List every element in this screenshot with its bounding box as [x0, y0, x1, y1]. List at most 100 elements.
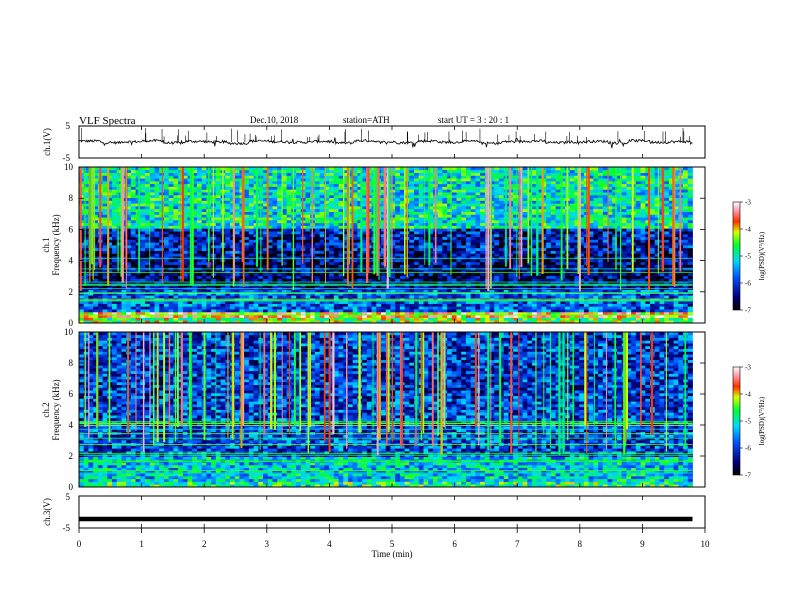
spectrogram-cell — [93, 242, 99, 246]
spectrogram-cell — [263, 169, 269, 173]
spectrogram-cell — [329, 217, 335, 221]
spectrogram-cell — [107, 178, 113, 182]
spectrogram-cell — [480, 247, 486, 251]
spectrogram-cell — [456, 183, 462, 187]
spectrogram-cell — [178, 295, 184, 299]
spectrogram-cell — [347, 314, 354, 318]
spectrogram-cell — [149, 180, 155, 185]
spectrogram-cell — [352, 292, 358, 296]
spectrogram-cell — [163, 172, 170, 176]
spectrogram-cell — [281, 175, 288, 179]
spectrogram-cell — [112, 214, 118, 218]
spectrogram-cell — [206, 272, 212, 277]
spectrogram-cell — [281, 275, 288, 279]
spectrogram-cell — [324, 272, 330, 277]
spectrogram-cell — [300, 172, 306, 176]
spectrogram-cell — [154, 256, 160, 260]
spectrogram-cell — [451, 197, 457, 201]
spectrogram-cell — [300, 233, 306, 238]
spectrogram-cell — [475, 303, 481, 307]
spectrogram-cell — [470, 303, 476, 307]
spectrogram-cell — [215, 317, 221, 321]
spectrogram-cell — [263, 256, 269, 260]
spectrogram-cell — [418, 192, 424, 196]
spectrogram-cell — [135, 239, 141, 243]
spectrogram-cell — [305, 270, 311, 274]
spectrogram-cell — [83, 217, 89, 221]
spectrogram-cell — [475, 186, 481, 190]
spectrogram-cell — [366, 211, 372, 215]
spectrogram-cell — [135, 194, 141, 199]
spectrogram-cell — [333, 317, 339, 321]
spectrogram-cell — [154, 247, 160, 251]
spectrogram-cell — [234, 211, 240, 215]
spectrogram-cell — [409, 172, 415, 176]
spectrogram-cell — [442, 270, 448, 274]
spectrogram-cell — [225, 275, 231, 279]
spectrogram-cell — [338, 189, 344, 193]
spectrogram-cell — [418, 203, 424, 207]
spectrogram-cell — [258, 311, 264, 316]
spectrogram-cell — [201, 208, 207, 212]
spectrogram-cell — [140, 175, 146, 179]
spectrogram-cell — [418, 261, 424, 265]
spectrogram-cell — [168, 320, 174, 323]
spectrogram-cell — [300, 203, 306, 207]
spectrogram-cell — [338, 228, 344, 232]
spectrogram-cell — [263, 214, 269, 218]
spectrogram-cell — [456, 253, 462, 257]
spectrogram-cell — [475, 233, 481, 238]
spectrogram-cell — [480, 236, 486, 240]
spectrogram-cell — [366, 281, 372, 285]
spectrogram-cell — [121, 300, 127, 304]
spectrogram-cell — [296, 309, 302, 313]
spectrogram-cell — [163, 239, 170, 243]
spectrogram-cell — [324, 317, 330, 321]
spectrogram-cell — [130, 250, 137, 254]
spectrogram-cell — [300, 194, 306, 199]
spectrogram-cell — [225, 194, 231, 199]
spectrogram-cell — [329, 264, 335, 268]
spectrogram-cell — [112, 311, 118, 316]
spectrogram-cell — [225, 219, 231, 224]
spectrogram-cell — [163, 219, 170, 224]
spectrogram-cell — [461, 281, 467, 285]
spectrogram-cell — [149, 194, 155, 199]
spectrogram-cell — [145, 245, 151, 249]
spectrogram-cell — [338, 217, 344, 221]
spectrogram-cell — [281, 211, 288, 215]
spectrogram-cell — [201, 217, 207, 221]
spectrogram-cell — [296, 314, 302, 318]
spectrogram-cell — [258, 317, 264, 321]
ch1-ytick-bottom: -5 — [63, 153, 71, 163]
spectrogram-cell — [300, 320, 306, 323]
spectrogram-cell — [182, 228, 188, 232]
spectrogram-cell — [196, 186, 203, 190]
spectrogram-cell — [385, 292, 391, 296]
spectrogram-cell — [83, 222, 89, 226]
spectrogram-cell — [182, 300, 188, 304]
spectrogram-cell — [281, 222, 288, 226]
spectrogram-cell — [343, 194, 349, 199]
spectrogram-cell — [263, 197, 269, 201]
spectrogram-cell — [338, 192, 344, 196]
spectrogram-cell — [296, 175, 302, 179]
spectrogram-cell — [399, 231, 406, 235]
spectrogram-cell — [475, 225, 481, 229]
spectrogram-cell — [390, 253, 396, 257]
spectrogram-cell — [244, 264, 250, 268]
spectrogram-cell — [461, 247, 467, 251]
spectrogram-cell — [272, 278, 278, 282]
spectrogram-cell — [192, 236, 198, 240]
spectrogram-cell — [343, 245, 349, 249]
spectrogram-cell — [159, 281, 165, 285]
spectrogram-cell — [385, 320, 391, 323]
spectrogram-cell — [248, 281, 255, 285]
spectrogram-cell — [418, 300, 424, 304]
spectrogram-cell — [230, 264, 236, 268]
spectrogram-cell — [102, 250, 108, 254]
spectrogram-cell — [409, 222, 415, 226]
spectrogram-cell — [314, 192, 321, 196]
spectrogram-cell — [376, 320, 382, 323]
spectrogram-cell — [447, 172, 453, 176]
